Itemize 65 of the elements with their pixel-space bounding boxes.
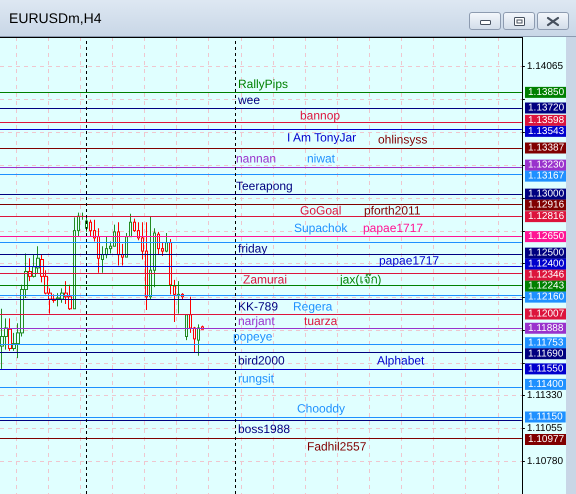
ref-line-label: 1.11690 xyxy=(528,348,564,360)
annotation: RallyPips xyxy=(238,76,288,91)
annotation: nannan xyxy=(236,151,276,166)
annotation: Fadhil2557 xyxy=(307,439,367,454)
ref-line-label: 1.12816 xyxy=(528,211,565,222)
y-tick-label: 1.10780 xyxy=(526,456,564,468)
ref-line-label: 1.13000 xyxy=(528,188,565,200)
annotation: boss1988 xyxy=(238,422,290,436)
ref-line-label: 1.13850 xyxy=(528,86,565,98)
ref-line-label: 1.13230 xyxy=(528,160,565,171)
candlestick xyxy=(197,324,200,356)
ref-line-label: 1.12500 xyxy=(528,248,565,259)
ref-line-label: 1.11753 xyxy=(528,337,564,348)
candlestick xyxy=(129,213,132,238)
ref-line-label: 1.13598 xyxy=(528,114,565,126)
annotation: bannop xyxy=(300,108,340,122)
annotation: papae1717 xyxy=(379,254,440,268)
annotation: KK-789 xyxy=(238,300,278,314)
annotation: tuarza xyxy=(304,314,338,328)
annotation: friday xyxy=(238,242,268,256)
annotation: Supachok xyxy=(294,221,348,236)
annotation: pforth2011 xyxy=(364,204,421,218)
annotation: Alphabet xyxy=(377,354,426,368)
annotation: Regera xyxy=(293,300,333,314)
ref-line-label: 1.13167 xyxy=(528,170,565,182)
annotation: rungsit xyxy=(238,371,275,386)
y-tick-label: 1.11330 xyxy=(526,390,563,401)
candlestick xyxy=(173,279,176,323)
annotation: popeye xyxy=(233,329,273,344)
ref-line-label: 1.13387 xyxy=(528,142,565,154)
y-tick-label: 1.11055 xyxy=(526,422,563,434)
annotation: papae1717 xyxy=(363,221,424,236)
ref-line-label: 1.12346 xyxy=(528,270,565,281)
candlestick xyxy=(8,318,12,352)
annotation: Chooddy xyxy=(297,402,346,416)
annotation: Teerapong xyxy=(236,179,293,194)
annotation: GoGoal xyxy=(300,204,342,218)
candlestick xyxy=(105,236,108,259)
annotation: niwat xyxy=(307,151,336,166)
annotation: narjant xyxy=(238,314,276,328)
ref-line-label: 1.12243 xyxy=(528,280,565,292)
ref-line-label: 1.13543 xyxy=(528,126,565,137)
annotation: ohlinsyss xyxy=(378,132,428,147)
candlestick xyxy=(56,292,60,307)
ref-line-label: 1.12007 xyxy=(528,308,565,320)
chart-title: EURUSDm,H4 xyxy=(9,10,102,27)
ref-line-label: 1.11150 xyxy=(528,412,564,423)
annotation: jax(เจ๊ก) xyxy=(339,272,382,286)
ref-line-label: 1.12400 xyxy=(528,258,565,270)
ref-line-label: 1.13720 xyxy=(528,102,565,114)
candlestick xyxy=(89,219,92,238)
annotation: I Am TonyJar xyxy=(287,130,356,145)
annotation: bird2000 xyxy=(238,354,286,368)
candlestick xyxy=(0,308,4,370)
annotation: Zamurai xyxy=(243,272,288,286)
ref-line-label: 1.10977 xyxy=(528,434,565,445)
ref-line-label: 1.11550 xyxy=(528,363,564,374)
ref-line-label: 1.11400 xyxy=(528,378,564,390)
ref-line-label: 1.12650 xyxy=(528,231,565,242)
y-tick-label: 1.14065 xyxy=(526,60,564,72)
candlestick xyxy=(117,222,120,266)
ref-line-label: 1.12160 xyxy=(528,292,565,303)
annotation: wee xyxy=(237,93,260,108)
ref-line-label: 1.11888 xyxy=(528,322,564,334)
ref-line-label: 1.12916 xyxy=(528,200,565,211)
